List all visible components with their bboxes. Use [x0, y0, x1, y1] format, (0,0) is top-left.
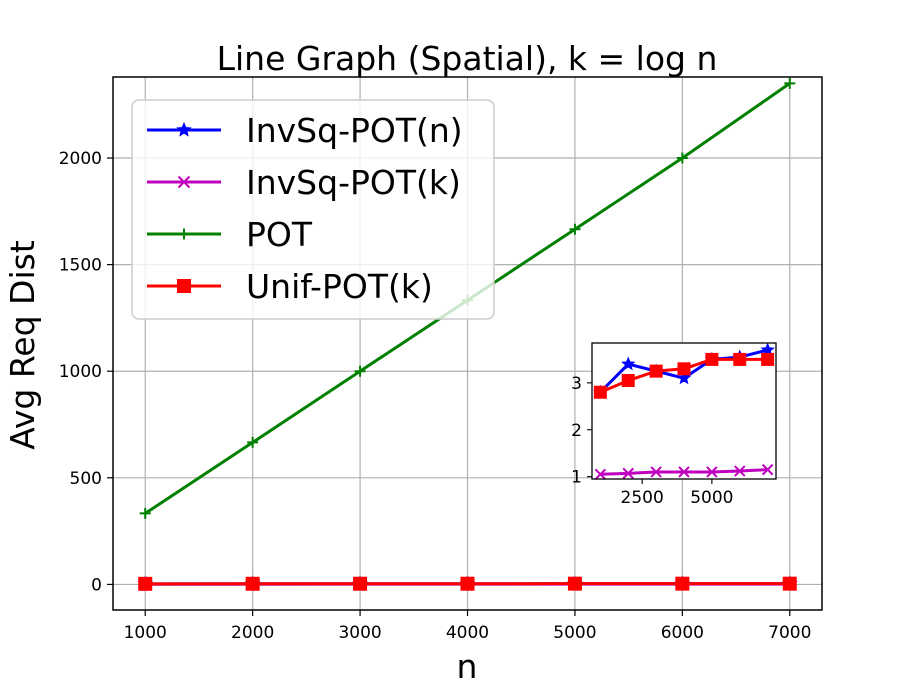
y-tick-label-500: 500: [70, 469, 102, 489]
x-axis-label: n: [457, 647, 478, 685]
data-point-unif-pot-k-3000: [354, 577, 367, 590]
legend-label-invsq-pot-n: InvSq-POT(n): [246, 111, 463, 150]
data-point-unif-pot-k-5000: [568, 577, 581, 590]
inset-data-point-unif-pot-k-1000: [594, 386, 606, 398]
chart-title: Line Graph (Spatial), k = log n: [217, 39, 718, 78]
inset-data-point-unif-pot-k-7000: [762, 353, 774, 365]
legend: InvSq-POT(n) InvSq-POT(k) POT Unif-POT(k): [132, 100, 494, 319]
y-tick-label-1500: 1500: [59, 256, 102, 276]
inset-x-tick-label-2500: 2500: [621, 488, 664, 508]
legend-label-invsq-pot-k: InvSq-POT(k): [246, 163, 461, 202]
x-tick-label-3000: 3000: [338, 623, 381, 643]
legend-label-unif-pot-k: Unif-POT(k): [246, 267, 433, 306]
inset-y-tick-label-2: 2: [571, 421, 582, 441]
data-point-unif-pot-k-2000: [246, 577, 259, 590]
x-tick-label-7000: 7000: [768, 623, 811, 643]
inset-data-point-unif-pot-k-4000: [678, 363, 690, 375]
inset-x-tick-label-5000: 5000: [690, 488, 733, 508]
y-axis-label: Avg Req Dist: [3, 240, 42, 450]
x-tick-label-5000: 5000: [553, 623, 596, 643]
inset-y-tick-label-3: 3: [571, 374, 582, 394]
inset-data-point-unif-pot-k-3000: [650, 365, 662, 377]
legend-marker-unif-pot-k: [178, 280, 191, 293]
data-point-unif-pot-k-1000: [139, 577, 152, 590]
inset-data-point-unif-pot-k-5000: [706, 353, 718, 365]
data-point-unif-pot-k-7000: [783, 577, 796, 590]
legend-label-pot: POT: [246, 215, 313, 254]
inset-data-point-unif-pot-k-2000: [622, 375, 634, 387]
x-tick-label-2000: 2000: [231, 623, 274, 643]
x-tick-label-6000: 6000: [661, 623, 704, 643]
y-tick-label-2000: 2000: [59, 149, 102, 169]
data-point-unif-pot-k-4000: [461, 577, 474, 590]
y-tick-label-1000: 1000: [59, 362, 102, 382]
data-point-unif-pot-k-6000: [676, 577, 689, 590]
y-tick-label-0: 0: [91, 575, 102, 595]
x-tick-label-1000: 1000: [124, 623, 167, 643]
x-tick-label-4000: 4000: [446, 623, 489, 643]
inset-y-tick-label-1: 1: [571, 468, 582, 488]
inset-data-point-unif-pot-k-6000: [734, 353, 746, 365]
